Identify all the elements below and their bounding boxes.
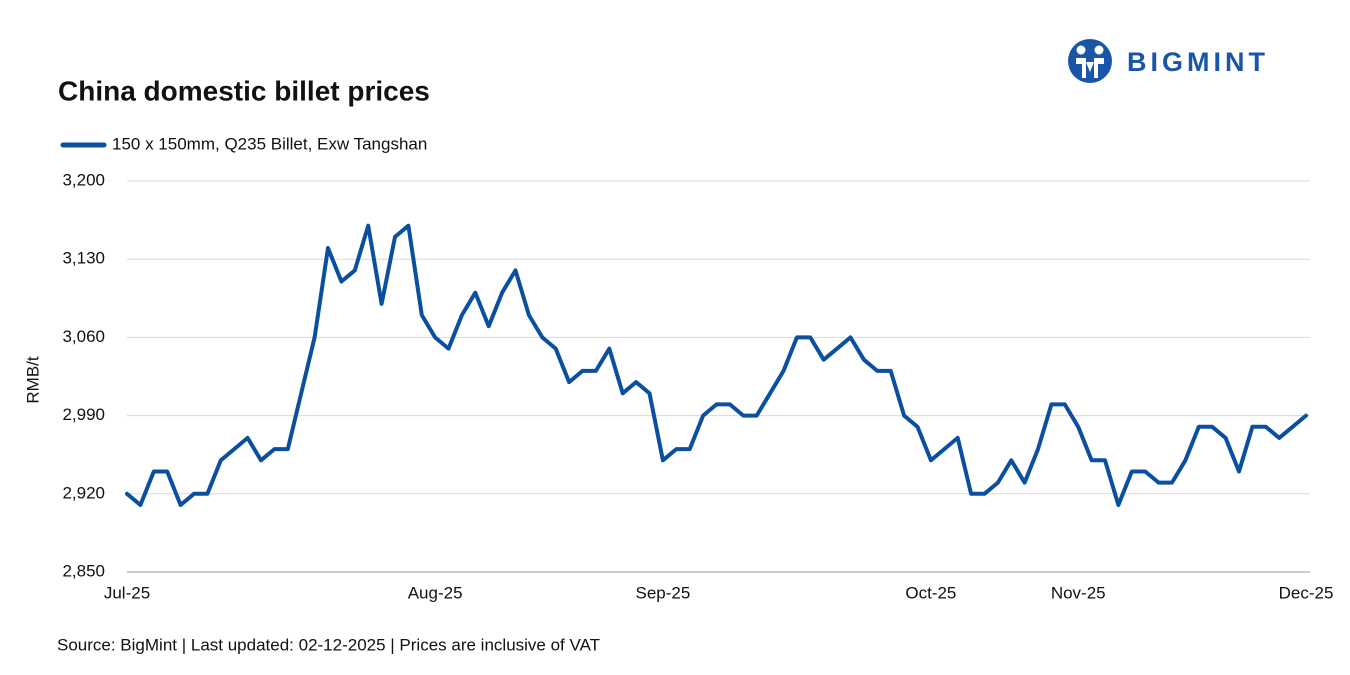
y-tick-label: 3,130 <box>62 249 105 268</box>
y-tick-label: 3,060 <box>62 327 105 346</box>
y-tick-label: 2,920 <box>62 483 105 502</box>
chart-title: China domestic billet prices <box>58 75 430 106</box>
x-tick-label: Oct-25 <box>905 583 956 602</box>
logo-icon <box>1068 39 1112 83</box>
price-line <box>125 223 1308 507</box>
x-tick-label: Nov-25 <box>1051 583 1106 602</box>
logo-text: BIGMINT <box>1127 47 1269 77</box>
y-tick-label: 3,200 <box>62 170 105 189</box>
x-tick-label: Aug-25 <box>408 583 463 602</box>
x-tick-label: Dec-25 <box>1279 583 1334 602</box>
y-axis-label: RMB/t <box>23 356 42 404</box>
x-tick-label: Sep-25 <box>635 583 690 602</box>
y-tick-label: 2,850 <box>62 561 105 580</box>
x-tick-label: Jul-25 <box>104 583 150 602</box>
y-tick-label: 2,990 <box>62 405 105 424</box>
source-note: Source: BigMint | Last updated: 02-12-20… <box>57 635 600 654</box>
legend-label: 150 x 150mm, Q235 Billet, Exw Tangshan <box>112 134 427 153</box>
